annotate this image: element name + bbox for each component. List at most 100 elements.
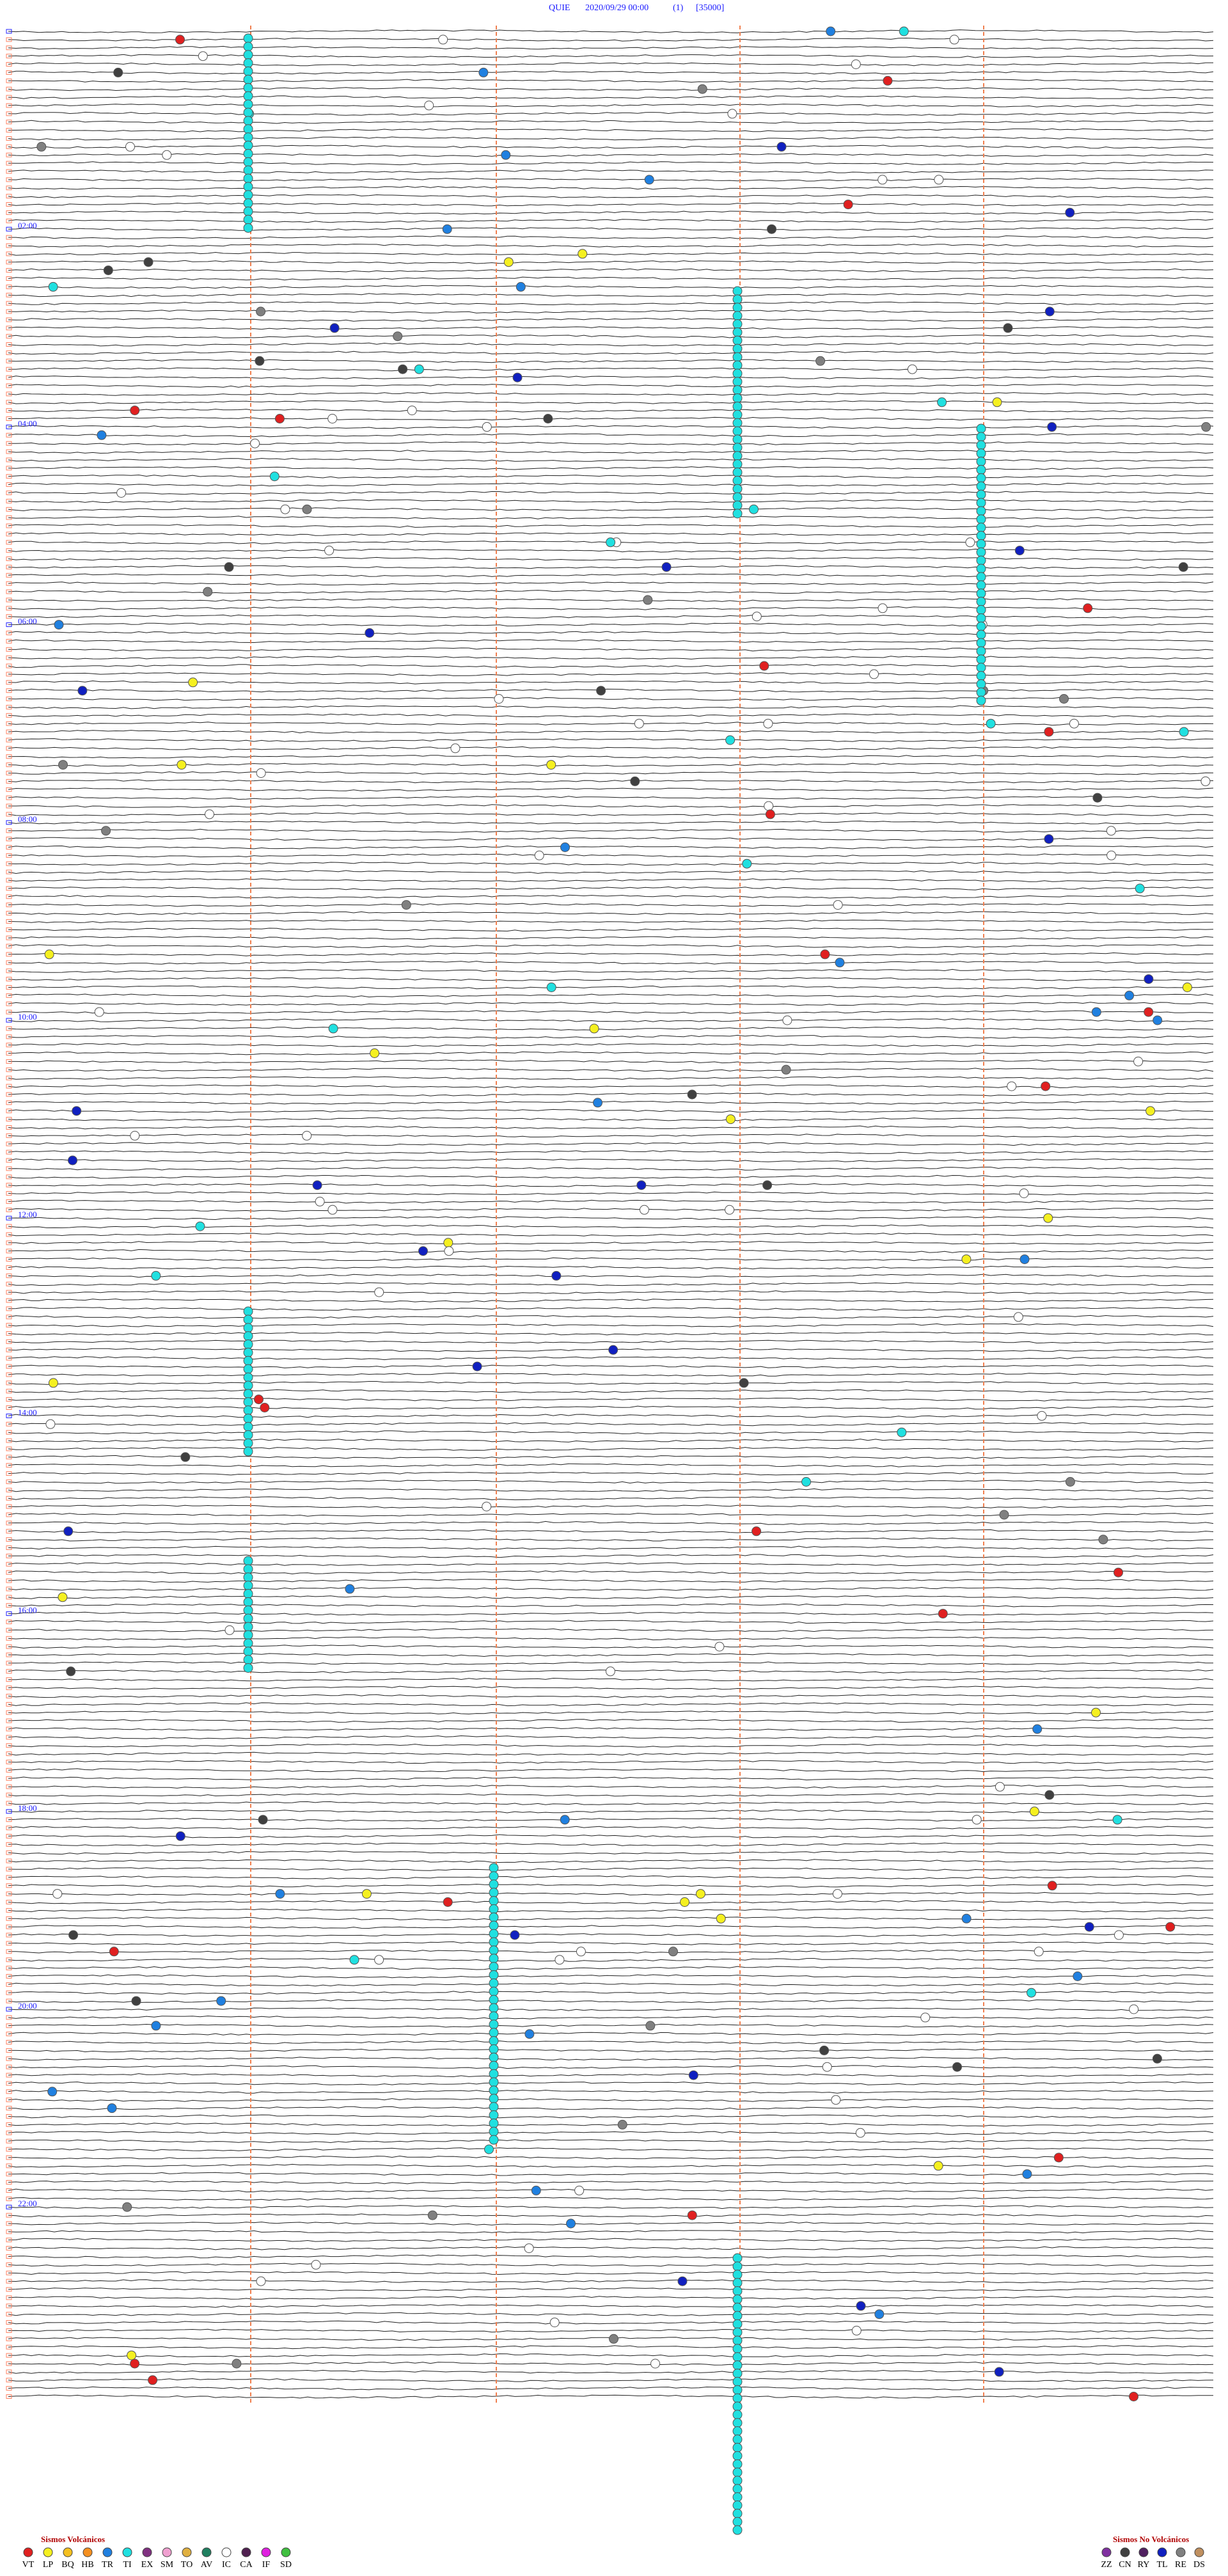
- trace-marker: [6, 1767, 12, 1773]
- event: [732, 2501, 743, 2510]
- trace: [8, 2023, 1214, 2028]
- trace: [8, 384, 1214, 388]
- trace-marker: [6, 375, 12, 380]
- trace-marker: [6, 597, 12, 603]
- event: [976, 580, 986, 590]
- trace-marker: [6, 2353, 12, 2358]
- event: [732, 368, 743, 379]
- event: [714, 1641, 725, 1652]
- event: [739, 1378, 749, 1388]
- trace: [8, 1529, 1214, 1533]
- trace: [8, 1760, 1214, 1764]
- event: [258, 1815, 268, 1825]
- trace-marker: [6, 1578, 12, 1583]
- trace-marker: [6, 120, 12, 125]
- trace-marker: [6, 564, 12, 569]
- hour-label: 14:00: [18, 1407, 37, 1417]
- trace: [8, 2238, 1214, 2242]
- trace-marker: [6, 2361, 12, 2366]
- event: [216, 1996, 226, 2006]
- trace: [8, 2032, 1214, 2036]
- event: [1044, 834, 1054, 844]
- event: [327, 414, 338, 423]
- event: [127, 2350, 137, 2360]
- event: [489, 2110, 499, 2120]
- trace-marker: [6, 2246, 12, 2251]
- trace: [8, 1282, 1214, 1286]
- event: [732, 475, 743, 486]
- trace: [8, 2163, 1214, 2168]
- event: [732, 294, 743, 304]
- event: [732, 319, 743, 329]
- event: [1165, 1922, 1176, 1932]
- event: [162, 150, 172, 160]
- trace-marker: [6, 1858, 12, 1863]
- trace-marker: [6, 1084, 12, 1089]
- trace: [8, 2394, 1214, 2399]
- trace: [8, 310, 1214, 313]
- legend-label: HB: [81, 2560, 93, 2570]
- trace: [8, 293, 1214, 297]
- trace-marker: [6, 2122, 12, 2127]
- trace: [8, 1653, 1214, 1657]
- event: [195, 1221, 205, 1231]
- event: [1145, 1106, 1156, 1116]
- event: [48, 281, 58, 292]
- legend-swatch: [142, 2547, 152, 2557]
- trace: [8, 1142, 1214, 1146]
- event: [732, 2393, 743, 2403]
- trace-marker: [6, 1496, 12, 1501]
- event: [593, 1098, 602, 1108]
- trace: [8, 1364, 1214, 1369]
- event: [878, 603, 888, 613]
- trace: [8, 2353, 1214, 2357]
- trace-marker: [6, 1636, 12, 1641]
- trace-marker: [6, 919, 12, 924]
- trace: [8, 1405, 1214, 1410]
- event: [897, 1427, 907, 1437]
- trace: [8, 903, 1214, 907]
- trace: [8, 161, 1214, 166]
- event: [732, 360, 743, 370]
- trace-marker: [6, 672, 12, 677]
- event: [254, 1395, 264, 1405]
- trace-marker: [6, 1570, 12, 1575]
- datetime: 2020/09/29 00:00: [585, 3, 649, 13]
- event: [732, 344, 743, 354]
- trace-marker: [6, 194, 12, 199]
- event: [243, 1397, 253, 1407]
- trace-marker: [6, 1957, 12, 1963]
- trace-marker: [6, 869, 12, 874]
- trace-marker: [6, 655, 12, 660]
- trace: [8, 482, 1214, 487]
- event: [489, 2077, 499, 2087]
- trace-marker: [6, 1521, 12, 1526]
- event: [489, 2036, 499, 2046]
- trace: [8, 317, 1214, 322]
- trace-marker: [6, 2155, 12, 2160]
- trace-marker: [6, 1232, 12, 1237]
- trace: [8, 705, 1214, 709]
- trace: [8, 2213, 1214, 2218]
- trace: [8, 29, 1214, 33]
- event: [407, 406, 417, 416]
- trace: [8, 244, 1214, 248]
- trace-marker: [6, 606, 12, 611]
- trace: [8, 120, 1214, 124]
- trace: [8, 1422, 1214, 1426]
- event: [605, 1666, 615, 1677]
- event: [763, 718, 773, 729]
- trace-marker: [6, 2023, 12, 2028]
- event: [976, 432, 986, 442]
- trace: [8, 977, 1214, 981]
- event: [275, 1889, 285, 1899]
- event: [566, 2218, 576, 2229]
- trace: [8, 1496, 1214, 1501]
- event: [255, 356, 265, 366]
- trace-marker: [6, 647, 12, 652]
- event: [243, 132, 253, 143]
- event: [109, 1947, 119, 1957]
- trace-marker: [6, 1183, 12, 1188]
- legend-swatch: [1101, 2547, 1112, 2557]
- event: [732, 2484, 743, 2494]
